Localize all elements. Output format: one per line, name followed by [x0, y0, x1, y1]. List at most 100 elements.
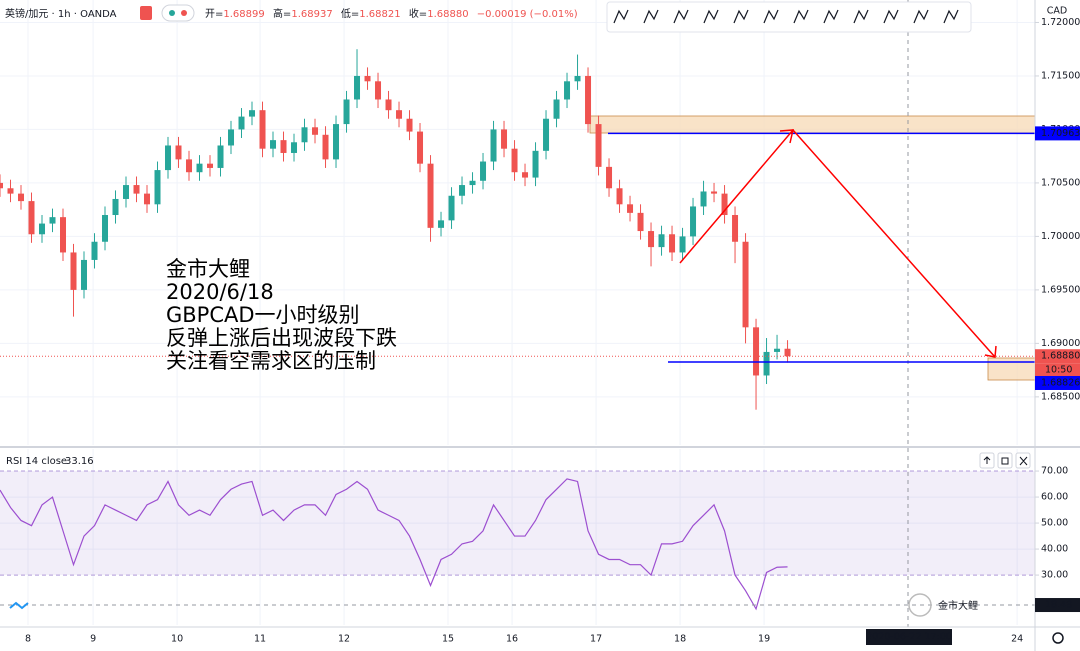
candle-body	[711, 191, 718, 194]
change: −0.00019 (−0.01%)	[477, 9, 578, 20]
tool-button[interactable]	[822, 8, 840, 26]
candle-body	[249, 110, 256, 117]
candle-body	[39, 223, 46, 235]
candle-body	[312, 127, 319, 135]
ohlc-label: 低=	[341, 7, 359, 20]
tool-button[interactable]	[762, 8, 780, 26]
candle-body	[343, 99, 350, 125]
candle-body	[228, 129, 235, 146]
status-pill[interactable]	[161, 4, 195, 22]
settings-icon[interactable]	[1052, 632, 1064, 644]
candle-body	[270, 140, 277, 149]
flag-icon[interactable]	[140, 6, 152, 20]
candle-body	[606, 166, 613, 189]
candle-body	[60, 217, 67, 253]
tool-button[interactable]	[792, 8, 810, 26]
x-tick-label: 11	[254, 634, 266, 645]
candle-body	[91, 241, 98, 260]
pane-button-icons	[983, 456, 1028, 466]
candle-body	[186, 159, 193, 173]
candle-body	[364, 75, 371, 82]
tool-button[interactable]	[912, 8, 930, 26]
tool-button[interactable]	[942, 8, 960, 26]
candle-body	[490, 129, 497, 162]
tool-button[interactable]	[642, 8, 660, 26]
watermark-icon	[908, 593, 932, 617]
candle-body	[417, 131, 424, 164]
candle-body	[49, 217, 56, 224]
candle-body	[18, 193, 25, 202]
collapse-icon[interactable]	[9, 601, 29, 610]
y-tick-label: 60.00	[1041, 492, 1068, 503]
x-tick-label: 18	[674, 634, 686, 645]
annotation-line: 2020/6/18	[166, 280, 274, 304]
candle-body	[627, 204, 634, 213]
candle-body	[774, 348, 781, 352]
x-tick-label: 12	[338, 634, 350, 645]
candle-body	[753, 327, 760, 376]
candle-body	[522, 172, 529, 178]
candle-body	[648, 231, 655, 248]
y-tick-label: 1.72000	[1041, 17, 1080, 28]
tool-button[interactable]	[672, 8, 690, 26]
tool-button[interactable]	[732, 8, 750, 26]
watermark: 金市大鲤	[938, 599, 978, 612]
tool-button[interactable]	[702, 8, 720, 26]
tool-icon	[823, 9, 839, 24]
candle-body	[700, 191, 707, 207]
tool-button[interactable]	[852, 8, 870, 26]
pane-max-button[interactable]	[997, 452, 1013, 469]
candle-body	[154, 170, 161, 205]
x-tick-label: 9	[90, 634, 96, 645]
candle-body	[406, 118, 413, 132]
candle-body	[763, 351, 770, 376]
candle-body	[784, 348, 791, 357]
rsi-band	[0, 471, 1035, 576]
tool-button[interactable]	[882, 8, 900, 26]
candle-body	[669, 234, 676, 253]
supply-zone	[589, 115, 1036, 134]
level-box	[1035, 375, 1080, 390]
x-tick-label: 15	[442, 634, 454, 645]
candle-body	[459, 185, 466, 196]
crosshair-box	[866, 629, 952, 645]
ohlc-label: 收=	[409, 7, 427, 20]
toolbar-frame	[606, 1, 972, 33]
y-tick-label: 30.00	[1041, 570, 1068, 581]
countdown: 10:50	[1045, 365, 1072, 376]
crosshair-value-box	[1035, 598, 1080, 613]
annotation-line: 金市大鲤	[166, 257, 250, 281]
candle-body	[438, 220, 445, 228]
tool-icon	[613, 9, 629, 24]
tool-icon	[733, 9, 749, 24]
y-tick-label: 40.00	[1041, 544, 1068, 555]
candle-body	[354, 75, 361, 100]
tool-button[interactable]	[612, 8, 630, 26]
candle-body	[207, 163, 214, 168]
candle-body	[301, 127, 308, 143]
y-tick-label: 1.69000	[1041, 338, 1080, 349]
y-tick-label: 1.71500	[1041, 70, 1080, 81]
drawing-toolbar	[606, 1, 972, 33]
tool-icon	[913, 9, 929, 24]
candle-body	[574, 75, 581, 82]
candle-body	[532, 150, 539, 178]
candle-body	[333, 124, 340, 160]
candle-body	[564, 81, 571, 100]
candle-body	[81, 259, 88, 290]
candle-body	[732, 215, 739, 242]
candle-body	[742, 241, 749, 328]
tool-icon	[643, 9, 659, 24]
candle-body	[721, 193, 728, 216]
countdown-box	[1035, 363, 1080, 377]
candle-body	[123, 185, 130, 199]
candle-body	[595, 124, 602, 167]
candle-body	[448, 195, 455, 221]
current-price-label: 1.68880	[1041, 351, 1080, 362]
candle-body	[175, 145, 182, 160]
arrow-head	[779, 129, 794, 144]
crosshair-value: 18.48	[1045, 600, 1072, 611]
candle-body	[585, 75, 592, 125]
candle-body	[291, 142, 298, 153]
